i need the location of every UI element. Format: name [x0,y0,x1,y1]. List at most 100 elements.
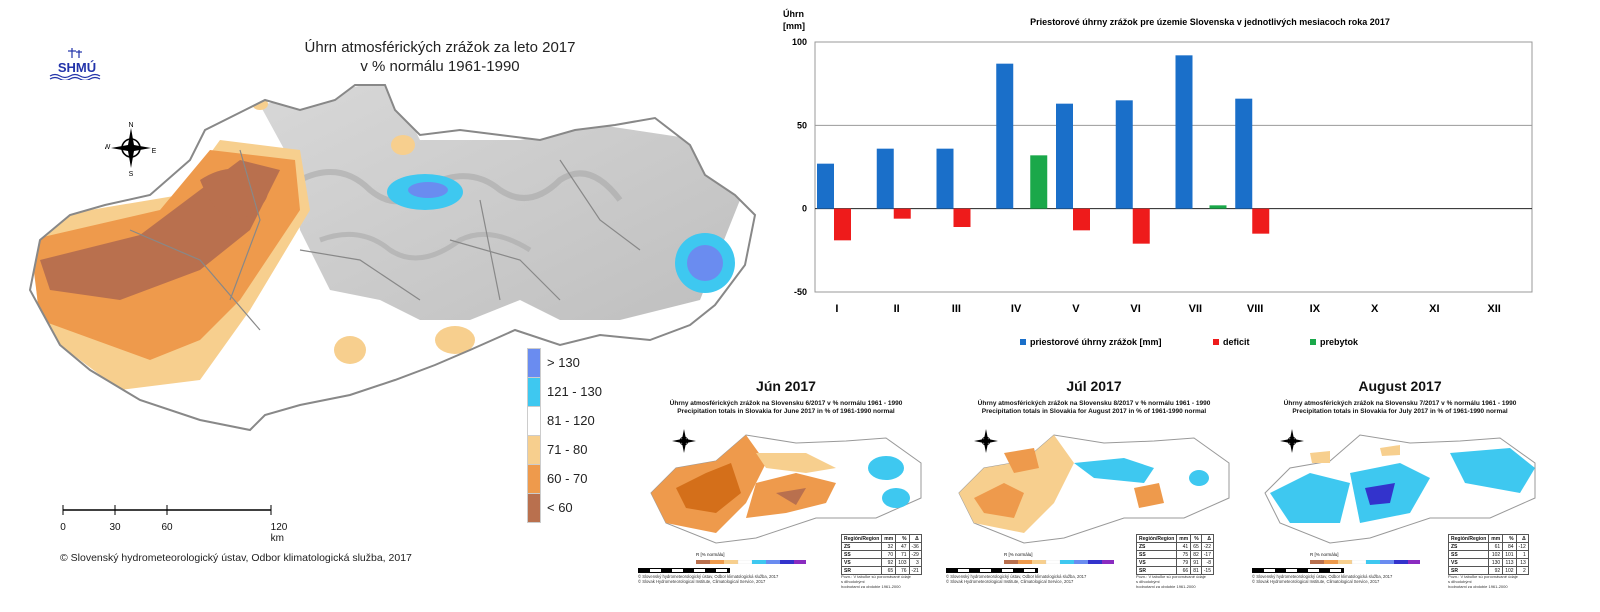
y-tick-label: 0 [802,204,807,214]
panel-jun-map [650,429,922,544]
legend-swatch [527,348,541,378]
panel-jul-colorbar [1004,560,1114,564]
scale-label-60: 60 [161,522,173,533]
table-header: % [895,534,910,543]
main-precip-map [28,84,757,432]
panel-jun-colorbar [696,560,806,564]
bar-deficit [1252,208,1270,234]
table-row: SR 66 81 -15 [1135,566,1214,575]
panel-jun-subtitle: Úhrny atmosférických zrážok na Slovensku… [636,400,936,416]
bar-deficit [953,208,971,227]
shmu-logo-text: SHMÚ [58,60,96,75]
panel-jun-table: Región/Region mm% Δ ZS 32 47 -36 SS 70 71 -29 VS… [840,534,922,575]
y-tick-label: 50 [797,120,807,130]
main-map-title-line2: v % normálu 1961-1990 [360,58,520,75]
plot-frame [814,41,1533,293]
legend-swatch [1213,339,1219,345]
bar-total [817,163,834,209]
compass-e: E [152,148,157,155]
table-header: % [1190,534,1202,543]
panel-jun-colorbar-label: R [% normálu] [696,552,725,557]
chart-title: Priestorové úhrny zrážok pre územie Slov… [1030,17,1390,27]
panel-jul-subtitle: Úhrny atmosférických zrážok na Slovensku… [944,400,1244,416]
table-header: Región/Region [1135,534,1178,543]
panel-aug-scalebar [1252,568,1344,573]
table-row: ZS 32 47 -36 [840,542,922,551]
x-tick-label: II [894,303,900,315]
bar-deficit [834,208,851,241]
panel-aug-subtitle: Úhrny atmosférických zrážok na Slovensku… [1250,400,1550,416]
table-row: SS 75 82 -17 [1135,550,1214,559]
panel-jul-note: Pozn.: V tabuľke sú porovnávané údaje s … [1136,574,1206,589]
x-tick-label: III [952,303,961,315]
compass-rose: N S W E [104,120,157,181]
copyright-text: © Slovenský hydrometeorologický ústav, O… [60,552,412,564]
panel-jul-title: Júl 2017 [1066,378,1122,394]
legend-label: deficit [1223,337,1250,347]
legend-swatch [527,435,541,465]
panel-jul-map [958,429,1230,544]
legend-label: priestorové úhrny zrážok [mm] [1030,337,1162,347]
legend-swatch [527,406,541,436]
bar-deficit [893,208,911,219]
chart-ylabel-line1: Úhrn [783,8,804,19]
bar-total [1115,100,1133,209]
panel-aug-credits: © Slovenský hydrometeorologický ústav, O… [1252,574,1393,584]
table-row: VS 79 91 -8 [1135,558,1214,567]
table-row: SS 102 101 1 [1447,550,1529,559]
bar-total [936,148,954,209]
panel-jun: Jún 2017 Úhrny atmosférických zrážok na … [636,378,936,608]
panel-aug-sub2: Precipitation totals in Slovakia for Jul… [1292,408,1508,415]
scale-bar: 0 30 60 120 km [60,500,290,544]
x-tick-label: IX [1310,303,1321,315]
bar-surplus [1209,205,1227,209]
panel-jul-table: Región/Region mm% Δ ZS 41 65 -22 SS 75 82 -17 VS… [1135,534,1214,575]
monthly-precip-chart: Priestorové úhrny zrážok pre územie Slov… [783,8,1533,347]
table-row: VS 130 113 13 [1447,558,1529,567]
main-map-title-line1: Úhrn atmosférických zrážok za leto 2017 [304,39,576,56]
compass-s: S [129,171,134,176]
y-tick-label: 100 [792,37,807,47]
bar-total [1235,98,1253,209]
x-tick-label: XI [1429,303,1439,315]
chart-ylabel-line2: [mm] [783,21,805,31]
panel-jul-credits: © Slovenský hydrometeorologický ústav, O… [946,574,1087,584]
panel-jun-sub2: Precipitation totals in Slovakia for Jun… [677,408,895,415]
panel-jul-sub2: Precipitation totals in Slovakia for Aug… [981,408,1207,415]
panel-aug-colorbar [1310,560,1420,564]
table-row: ZS 41 65 -22 [1135,542,1214,551]
table-header: Región/Region [840,534,883,543]
x-tick-label: VII [1189,303,1202,315]
table-header: Δ [1200,534,1214,543]
table-row: VS 92 103 3 [840,558,922,567]
x-tick-label: IV [1011,303,1022,315]
panel-jul-sub1: Úhrny atmosférických zrážok na Slovensku… [977,400,1211,407]
table-row: SS 70 71 -29 [840,550,922,559]
shmu-logo: SHMÚ [46,46,108,85]
x-tick-label: X [1371,303,1379,315]
panel-jun-note: Pozn.: V tabuľke sú porovnávané údaje s … [841,574,911,589]
legend-swatch [527,377,541,407]
panel-aug-map [1264,429,1536,544]
table-row: SR 92 102 2 [1447,566,1529,575]
compass-n: N [128,122,133,129]
table-header: mm [881,534,897,543]
scale-label-120: 120 km [270,522,288,544]
panel-aug-sub1: Úhrny atmosférických zrážok na Slovensku… [1283,400,1517,407]
panel-jun-scalebar [638,568,730,573]
table-row: SR 65 76 -21 [840,566,922,575]
compass-w: W [105,144,111,151]
table-header: Δ [1515,534,1529,543]
legend-label: prebytok [1320,337,1359,347]
legend-swatch [527,493,541,523]
x-tick-label: VIII [1247,303,1264,315]
legend-label: 121 - 130 [547,384,602,399]
panel-aug-table: Región/Region mm% Δ ZS 61 84 -12 SS 102 101 1 VS… [1447,534,1529,575]
bar-surplus [1030,155,1048,209]
x-tick-label: XII [1487,303,1500,315]
legend-label: 60 - 70 [547,471,588,486]
main-map-title: Úhrn atmosférických zrážok za leto 2017 … [250,38,630,76]
bar-deficit [1073,208,1090,231]
bar-total [1175,55,1193,209]
table-header: % [1502,534,1517,543]
